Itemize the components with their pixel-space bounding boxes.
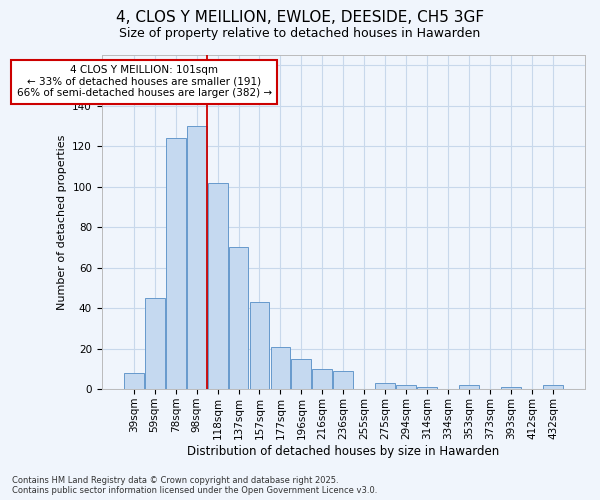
- Bar: [208, 182, 227, 389]
- Bar: [166, 138, 185, 389]
- Bar: [271, 346, 290, 389]
- Text: 4, CLOS Y MEILLION, EWLOE, DEESIDE, CH5 3GF: 4, CLOS Y MEILLION, EWLOE, DEESIDE, CH5 …: [116, 10, 484, 25]
- Bar: [313, 369, 332, 389]
- Bar: [124, 373, 143, 389]
- Bar: [501, 387, 521, 389]
- Text: Contains HM Land Registry data © Crown copyright and database right 2025.
Contai: Contains HM Land Registry data © Crown c…: [12, 476, 377, 495]
- Bar: [229, 248, 248, 389]
- Bar: [250, 302, 269, 389]
- Bar: [376, 383, 395, 389]
- Text: Size of property relative to detached houses in Hawarden: Size of property relative to detached ho…: [119, 28, 481, 40]
- Bar: [543, 385, 563, 389]
- Bar: [334, 371, 353, 389]
- Bar: [459, 385, 479, 389]
- Text: 4 CLOS Y MEILLION: 101sqm
← 33% of detached houses are smaller (191)
66% of semi: 4 CLOS Y MEILLION: 101sqm ← 33% of detac…: [17, 65, 272, 98]
- Y-axis label: Number of detached properties: Number of detached properties: [57, 134, 67, 310]
- Bar: [187, 126, 206, 389]
- Bar: [292, 359, 311, 389]
- Bar: [417, 387, 437, 389]
- Bar: [145, 298, 164, 389]
- Bar: [397, 385, 416, 389]
- X-axis label: Distribution of detached houses by size in Hawarden: Distribution of detached houses by size …: [187, 444, 500, 458]
